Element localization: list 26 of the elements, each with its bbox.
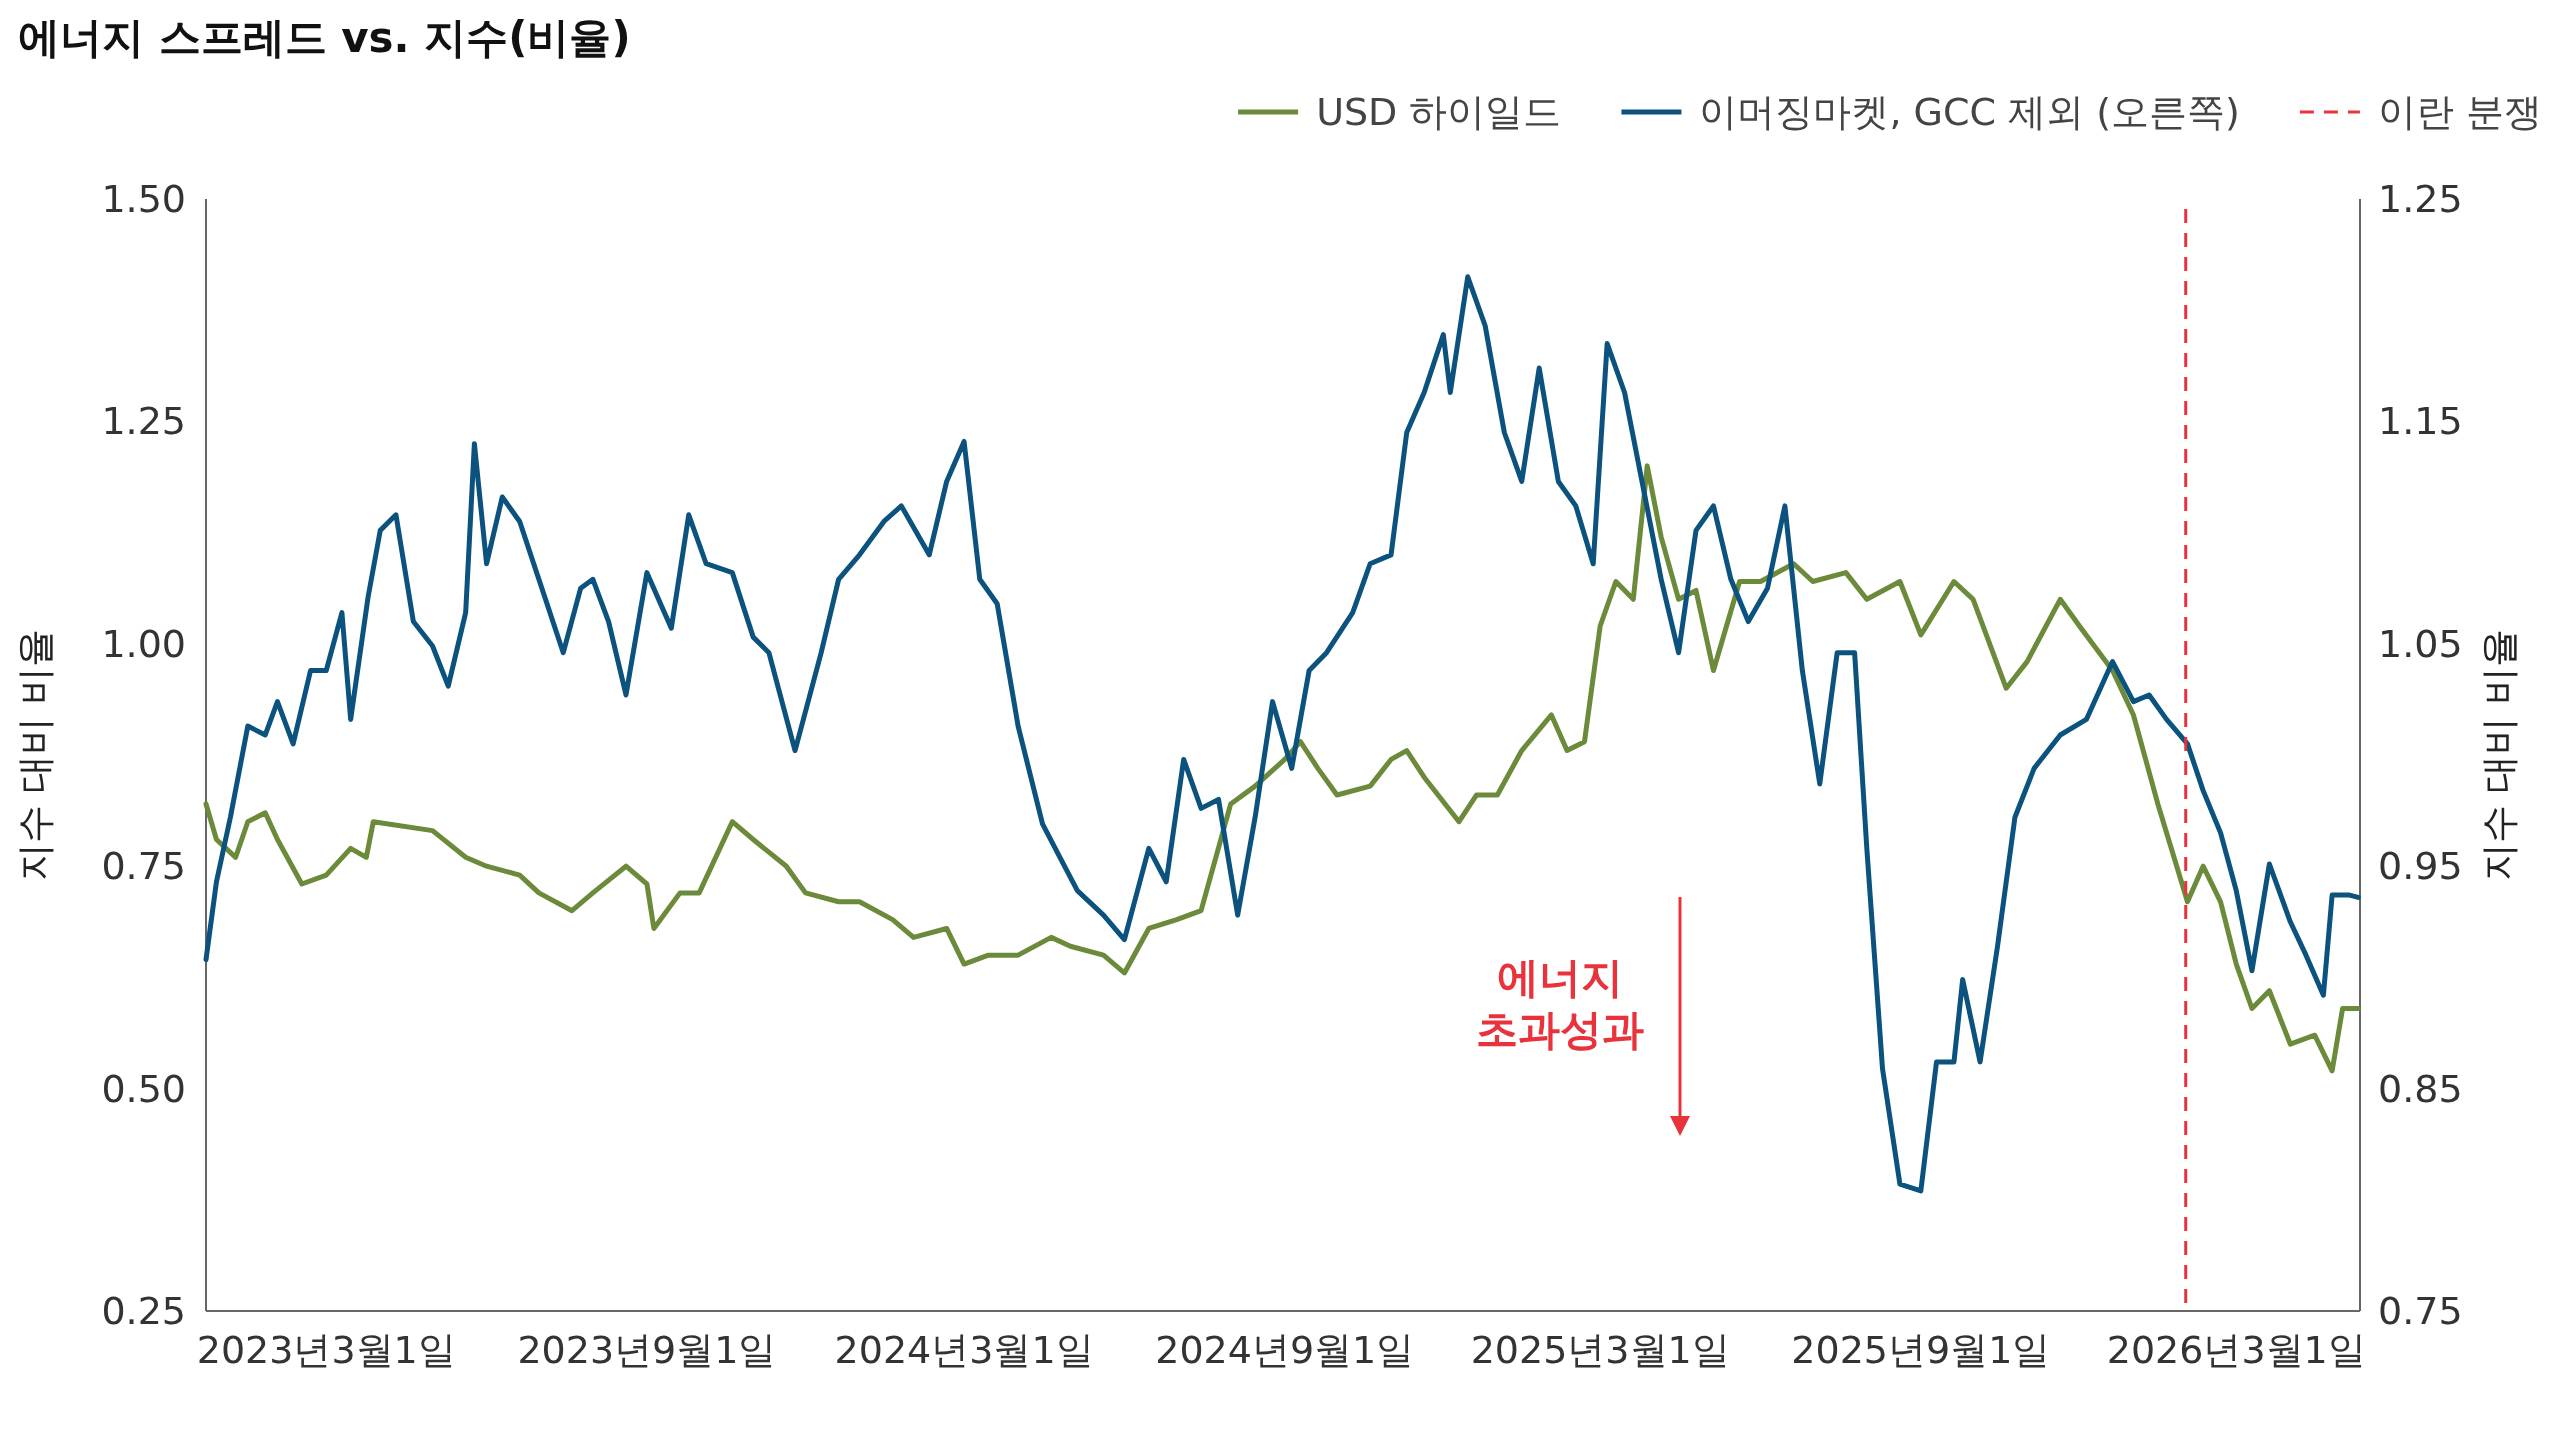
legend-label: 이머징마켓, GCC 제외 (오른쪽) — [1699, 90, 2240, 134]
x-tick-label: 2023년9월1일 — [517, 1328, 777, 1372]
y-tick-label: 0.50 — [101, 1066, 186, 1111]
x-tick-label: 2023년3월1일 — [196, 1328, 456, 1372]
annotation: 에너지 초과성과 — [1476, 953, 1644, 1054]
y2-tick-label: 1.05 — [2378, 621, 2463, 666]
chart-title: 에너지 스프레드 vs. 지수(비율) — [18, 13, 631, 62]
y-tick-label: 1.25 — [101, 399, 186, 444]
legend-label: USD 하이일드 — [1316, 90, 1562, 134]
x-tick-label: 2025년3월1일 — [1470, 1328, 1730, 1372]
legend-label: 이란 분쟁 — [2377, 90, 2542, 134]
y2-tick-label: 1.25 — [2378, 177, 2463, 221]
y2-tick-label: 0.85 — [2378, 1066, 2463, 1111]
y-tick-label: 1.00 — [101, 621, 186, 666]
y-tick-label: 0.75 — [101, 844, 186, 889]
x-tick-label: 2026년3월1일 — [2106, 1328, 2366, 1372]
y2-tick-label: 1.15 — [2378, 399, 2463, 444]
y2-axis-title: 지수 대비 비율 — [2477, 628, 2521, 882]
y-tick-label: 1.50 — [101, 177, 186, 221]
y2-tick-label: 0.75 — [2378, 1289, 2463, 1333]
y2-tick-label: 0.95 — [2378, 844, 2463, 889]
x-tick-label: 2024년3월1일 — [834, 1328, 1094, 1372]
x-tick-label: 2024년9월1일 — [1155, 1328, 1415, 1372]
x-tick-label: 2025년9월1일 — [1791, 1328, 2051, 1372]
y-axis-title: 지수 대비 비율 — [13, 628, 57, 882]
y-tick-label: 0.25 — [101, 1289, 186, 1333]
